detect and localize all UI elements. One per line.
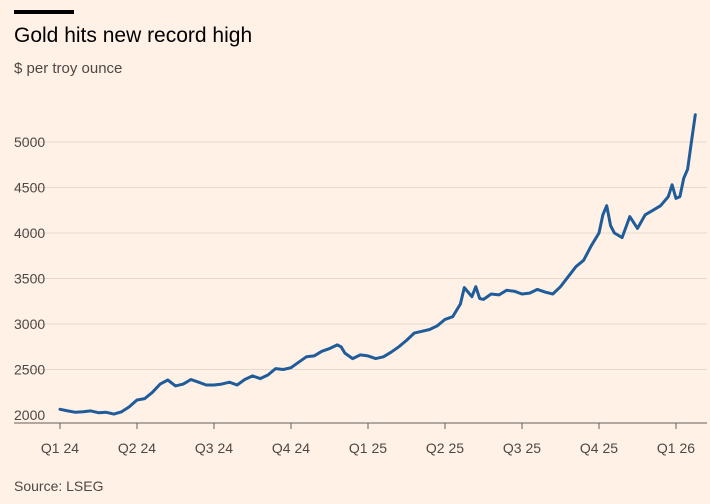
x-tick-label-2: Q3 24 (195, 440, 233, 456)
y-tick-label-4000: 4000 (14, 225, 45, 241)
y-tick-label-3000: 3000 (14, 316, 45, 332)
x-tick-label-7: Q4 25 (580, 440, 618, 456)
chart-subtitle: $ per troy ounce (14, 60, 123, 77)
y-tick-label-3500: 3500 (14, 271, 45, 287)
x-tick-label-4: Q1 25 (349, 440, 387, 456)
source-note: Source: LSEG (14, 478, 104, 494)
top-rule (14, 10, 74, 14)
y-tick-label-5000: 5000 (14, 134, 45, 150)
series-line-gold (58, 113, 697, 416)
y-tick-label-2500: 2500 (14, 362, 45, 378)
x-tick-label-0: Q1 24 (41, 440, 79, 456)
x-tick-label-6: Q3 25 (503, 440, 541, 456)
x-tick-label-1: Q2 24 (118, 440, 156, 456)
chart-title: Gold hits new record high (14, 24, 253, 47)
x-tick-label-8: Q1 26 (657, 440, 695, 456)
x-tick-label-3: Q4 24 (272, 440, 310, 456)
y-tick-label-4500: 4500 (14, 180, 45, 196)
y-tick-label-2000: 2000 (14, 407, 45, 423)
x-tick-label-5: Q2 25 (426, 440, 464, 456)
